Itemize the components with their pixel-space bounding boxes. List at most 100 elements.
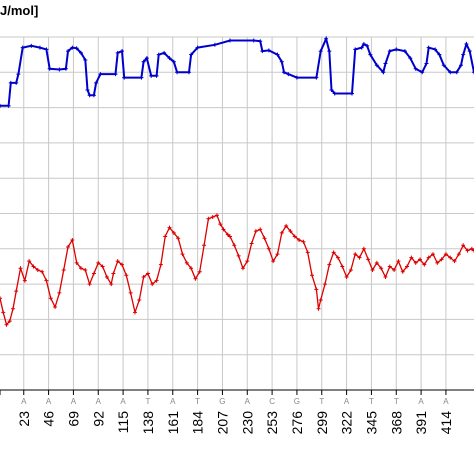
x-tick-base: T [195,397,200,406]
data-point [104,275,109,280]
data-point [262,236,267,241]
data-point [459,63,464,68]
data-point [225,232,230,237]
data-point [83,267,88,272]
data-point [249,241,254,246]
x-tick-label: 230 [239,411,255,435]
data-point [16,72,21,77]
x-tick-label: 69 [65,411,81,427]
data-point [279,59,284,64]
data-point [180,252,185,257]
data-point [322,282,327,287]
y-axis-label: J/mol] [0,3,39,18]
data-point [281,70,286,75]
data-point [332,91,337,96]
data-point [271,259,276,264]
data-point [284,223,289,228]
data-point [301,239,306,244]
data-point [141,59,146,64]
data-point [286,72,291,77]
data-point [331,250,336,255]
data-point [215,213,220,218]
data-point [35,267,40,272]
data-point [44,47,49,52]
data-point [109,282,114,287]
data-point [167,225,172,230]
x-tick-label: 276 [289,411,305,435]
data-point [0,103,2,108]
data-point [189,52,194,57]
data-point [324,36,329,41]
data-point [374,63,379,68]
x-tick-base: A [96,397,102,406]
x-tick-base: A [120,397,126,406]
data-point [422,262,427,267]
data-point [464,42,469,47]
data-point [98,72,103,77]
data-point [57,290,62,295]
data-point [443,252,448,257]
x-tick-label: 161 [165,411,181,435]
data-point [31,264,36,269]
data-point [448,255,453,260]
x-tick-label: 115 [115,411,131,434]
data-point [379,266,384,271]
data-point [275,252,280,257]
data-point [167,56,172,61]
data-point [150,282,155,287]
data-point [387,264,392,269]
data-point [70,45,75,50]
x-tick-base: T [369,397,374,406]
data-point [409,255,414,260]
data-point [469,246,474,251]
data-point [344,275,349,280]
data-point [40,269,45,274]
data-point [408,56,413,61]
data-point [400,269,405,274]
x-tick-label: 299 [314,411,330,435]
data-point [66,49,71,54]
data-point [329,87,334,92]
data-point [63,66,68,71]
data-point [57,67,62,72]
data-point [365,43,370,48]
data-point [318,49,323,54]
series-layer [0,35,474,327]
data-point [387,49,392,54]
x-tick-label: 46 [41,411,57,427]
data-point [318,297,323,302]
data-point [4,322,9,327]
data-point [206,216,211,221]
data-point [74,260,79,265]
data-point [426,45,431,50]
data-point [221,227,226,232]
data-point [452,259,457,264]
data-point [91,271,96,276]
data-point [383,61,388,66]
x-tick-base: A [46,397,52,406]
data-point [266,246,271,251]
data-point [37,45,42,50]
data-point [353,252,358,257]
data-point [297,237,302,242]
data-point [374,260,379,265]
data-point [120,262,125,267]
data-point [14,80,19,85]
x-tick-label: 368 [388,411,404,435]
data-point [424,61,429,66]
data-point [357,255,362,260]
data-point [66,245,71,250]
data-point [132,310,137,315]
data-point [100,264,105,269]
data-point [94,80,99,85]
x-tick-base: A [245,397,251,406]
data-point [61,267,66,272]
data-point [14,289,19,294]
data-point [83,57,88,62]
data-point [70,237,75,242]
data-point [78,266,83,271]
data-point [149,73,154,78]
data-point [433,47,438,52]
data-point [115,50,120,55]
